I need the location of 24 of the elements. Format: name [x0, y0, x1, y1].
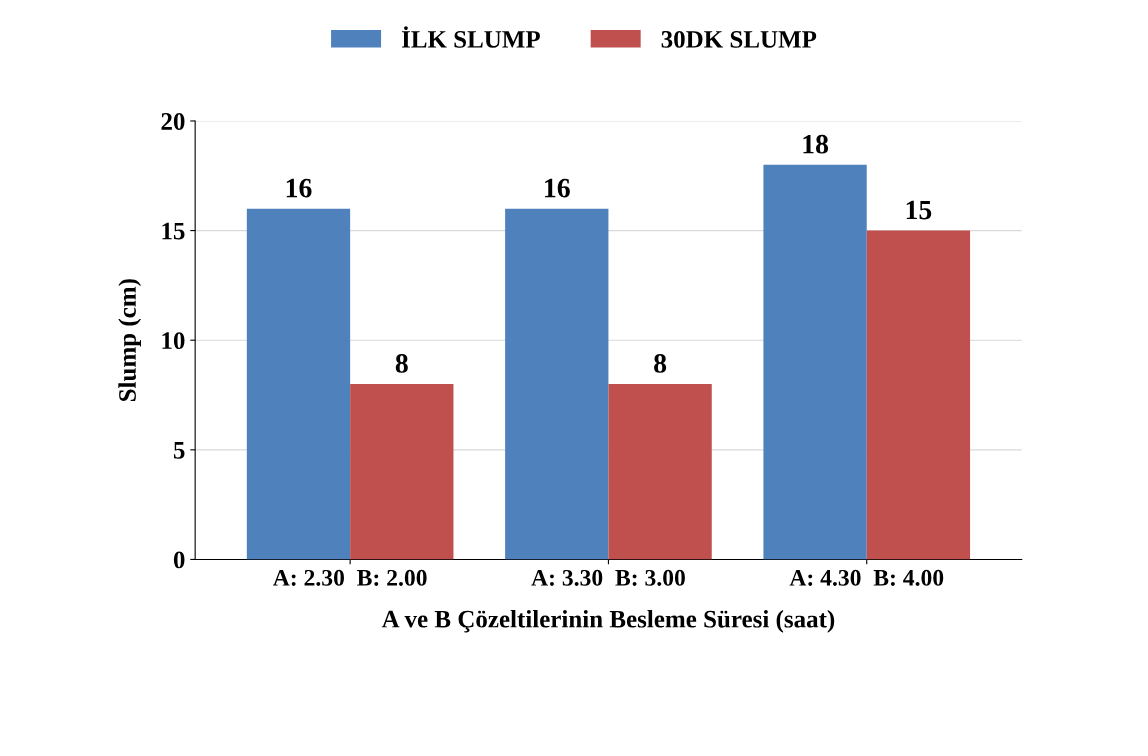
data-label: 15 — [906, 200, 932, 220]
legend-label: İLK SLUMP — [401, 26, 540, 48]
data-label: 16 — [286, 178, 312, 198]
y-tick-label: 10 — [162, 332, 185, 350]
legend-label: 30DK SLUMP — [661, 30, 817, 48]
y-axis-title: Slump (cm) — [118, 279, 141, 402]
bar — [350, 384, 454, 560]
y-tick-label: 15 — [162, 222, 185, 240]
data-label: 16 — [545, 178, 570, 198]
data-label: 18 — [803, 134, 829, 154]
y-tick-label: 20 — [161, 113, 185, 130]
x-axis-title: A ve B Çözeltilerinin Besleme Süresi (saat) — [381, 610, 835, 633]
bar — [246, 208, 351, 560]
x-tick-label: A: 3.30 B: 3.00 — [531, 569, 685, 586]
y-tick-label: 0 — [173, 551, 185, 569]
bar — [763, 164, 867, 560]
x-tick-label: A: 4.30 B: 4.00 — [789, 569, 944, 586]
x-tick-label: A: 2.30 B: 2.00 — [272, 569, 427, 586]
data-label: 8 — [395, 354, 408, 373]
y-tick-label: 5 — [173, 442, 185, 459]
bar — [866, 230, 971, 560]
bar — [608, 384, 712, 560]
data-label: 8 — [654, 354, 667, 373]
bar — [505, 208, 609, 560]
